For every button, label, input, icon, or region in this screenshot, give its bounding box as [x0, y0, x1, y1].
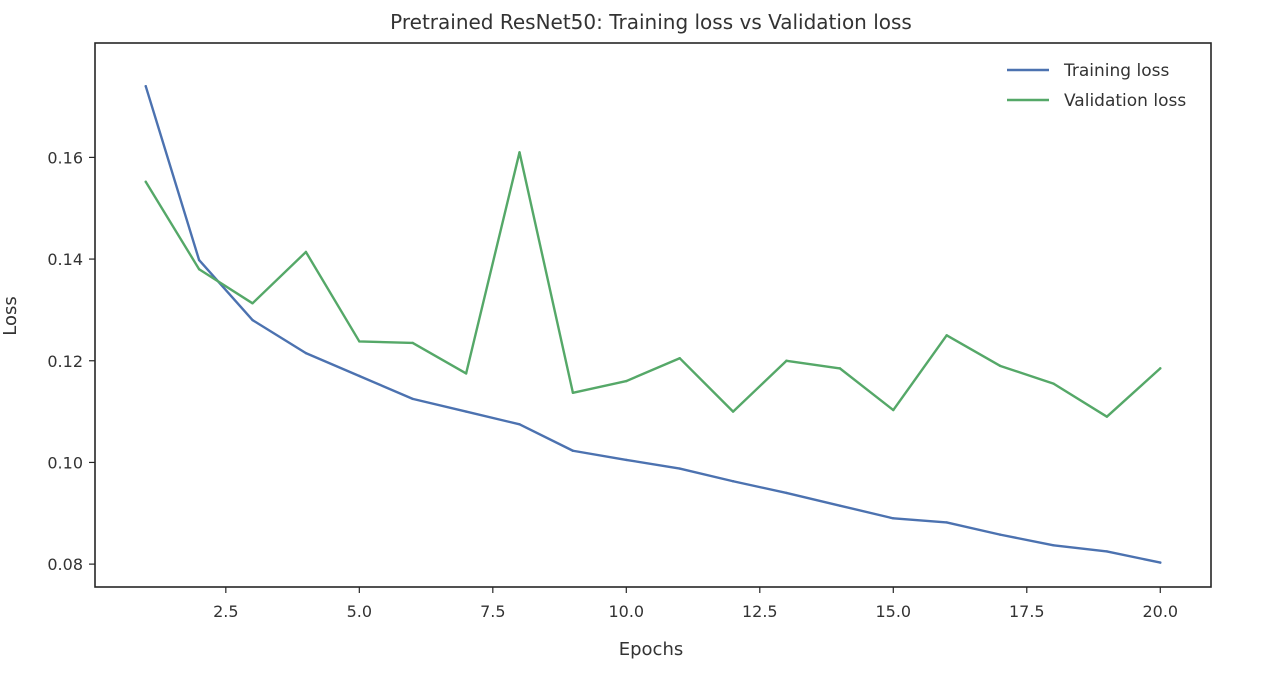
- x-tick-label: 7.5: [480, 602, 505, 621]
- training-loss-point: [945, 521, 948, 524]
- y-tick-label: 0.10: [47, 453, 83, 472]
- x-tick-label: 5.0: [347, 602, 372, 621]
- training-loss-point: [144, 85, 147, 88]
- validation-loss-point: [144, 180, 147, 183]
- validation-loss-point: [197, 268, 201, 271]
- validation-loss-point: [785, 359, 788, 362]
- plot-frame: [94, 42, 1212, 588]
- validation-loss-point: [358, 340, 361, 343]
- training-loss-point: [1052, 544, 1055, 547]
- series-layer: [144, 85, 1162, 564]
- training-loss-point: [358, 374, 361, 378]
- x-tick-label: 17.5: [1009, 602, 1045, 621]
- x-axis-title: Epochs: [619, 639, 684, 660]
- training-loss-point: [464, 410, 468, 413]
- training-loss-point: [571, 449, 575, 452]
- x-tick-label: 20.0: [1142, 602, 1178, 621]
- training-loss-point: [304, 351, 308, 355]
- y-tick-label: 0.08: [47, 555, 83, 574]
- training-loss-point: [251, 318, 254, 322]
- validation-loss-point: [518, 151, 521, 154]
- validation-loss-point: [304, 250, 308, 254]
- validation-loss-point: [625, 379, 628, 383]
- training-loss-point: [998, 533, 1002, 536]
- training-loss-point: [1159, 561, 1162, 564]
- validation-loss-point: [892, 408, 895, 412]
- training-loss-point: [411, 397, 414, 401]
- plot-background: [95, 43, 1211, 587]
- x-tick-label: 12.5: [742, 602, 778, 621]
- training-loss-point: [518, 423, 521, 426]
- validation-loss-point: [411, 341, 414, 345]
- validation-loss-point: [251, 302, 254, 305]
- chart-title: Pretrained ResNet50: Training loss vs Va…: [390, 10, 912, 34]
- x-tick-label: 2.5: [213, 602, 238, 621]
- legend: Training loss Validation loss: [1007, 61, 1186, 111]
- validation-loss-point: [1105, 415, 1109, 418]
- x-tick-label: 15.0: [875, 602, 911, 621]
- validation-loss-point: [571, 391, 575, 394]
- training-loss-point: [678, 467, 681, 470]
- x-axis: 2.5 5.0 7.5 10.0 12.5 15.0 17.5 20.0: [213, 587, 1178, 621]
- training-loss-point: [1105, 550, 1109, 553]
- training-loss-line: [144, 85, 1162, 564]
- training-loss-point: [625, 458, 628, 462]
- training-loss-point: [731, 480, 735, 483]
- y-tick-label: 0.16: [47, 148, 83, 167]
- training-loss-point: [838, 504, 842, 507]
- training-loss-point: [892, 517, 895, 520]
- training-loss-point: [197, 258, 201, 262]
- training-loss-point: [785, 491, 788, 495]
- validation-loss-point: [464, 372, 468, 375]
- legend-label-validation-loss: Validation loss: [1064, 91, 1186, 111]
- validation-loss-point: [731, 410, 735, 413]
- y-axis-title: Loss: [0, 296, 21, 335]
- y-tick-label: 0.14: [47, 250, 83, 269]
- y-tick-label: 0.12: [47, 352, 83, 371]
- validation-loss-point: [998, 364, 1002, 368]
- validation-loss-point: [945, 334, 948, 337]
- validation-loss-line: [144, 151, 1162, 418]
- validation-loss-point: [838, 367, 842, 370]
- validation-loss-point: [678, 357, 681, 360]
- legend-label-training-loss: Training loss: [1063, 61, 1169, 81]
- validation-loss-point: [1052, 382, 1055, 385]
- validation-loss-point: [1159, 367, 1162, 370]
- y-axis: 0.08 0.10 0.12 0.14 0.16: [47, 148, 95, 574]
- x-tick-label: 10.0: [608, 602, 644, 621]
